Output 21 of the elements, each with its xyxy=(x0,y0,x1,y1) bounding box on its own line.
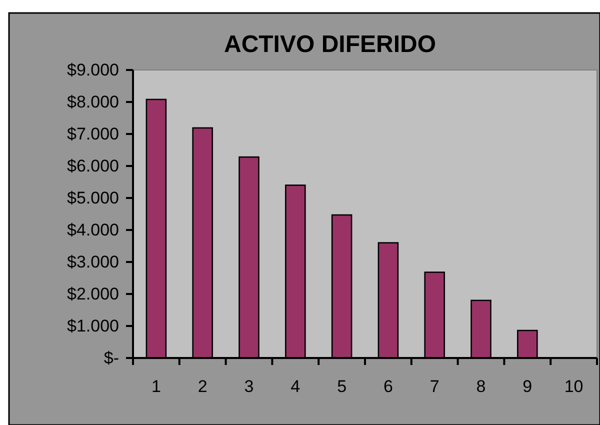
x-tick-label: 2 xyxy=(198,377,208,396)
x-tick-label: 8 xyxy=(476,377,486,396)
y-tick-label: $2.000 xyxy=(67,284,119,304)
chart-title: ACTIVO DIFERIDO xyxy=(224,31,436,58)
x-tick-label: 6 xyxy=(383,377,393,396)
y-tick-label: $4.000 xyxy=(67,220,119,240)
y-tick-label: $5.000 xyxy=(67,188,119,208)
x-tick-label: 4 xyxy=(290,377,300,396)
y-tick-label: $7.000 xyxy=(67,124,119,144)
x-tick-label: 5 xyxy=(337,377,347,396)
x-tick-label: 9 xyxy=(522,377,532,396)
y-tick-label: $3.000 xyxy=(67,252,119,272)
y-tick-label: $6.000 xyxy=(67,156,119,176)
y-tick-label: $- xyxy=(104,348,119,368)
y-tick-label: $9.000 xyxy=(67,60,119,80)
y-tick-label: $1.000 xyxy=(67,316,119,336)
x-tick-label: 10 xyxy=(564,377,584,396)
x-tick-label: 1 xyxy=(151,377,161,396)
x-tick-label: 3 xyxy=(244,377,254,396)
x-tick-label: 7 xyxy=(430,377,440,396)
y-tick-label: $8.000 xyxy=(67,92,119,112)
